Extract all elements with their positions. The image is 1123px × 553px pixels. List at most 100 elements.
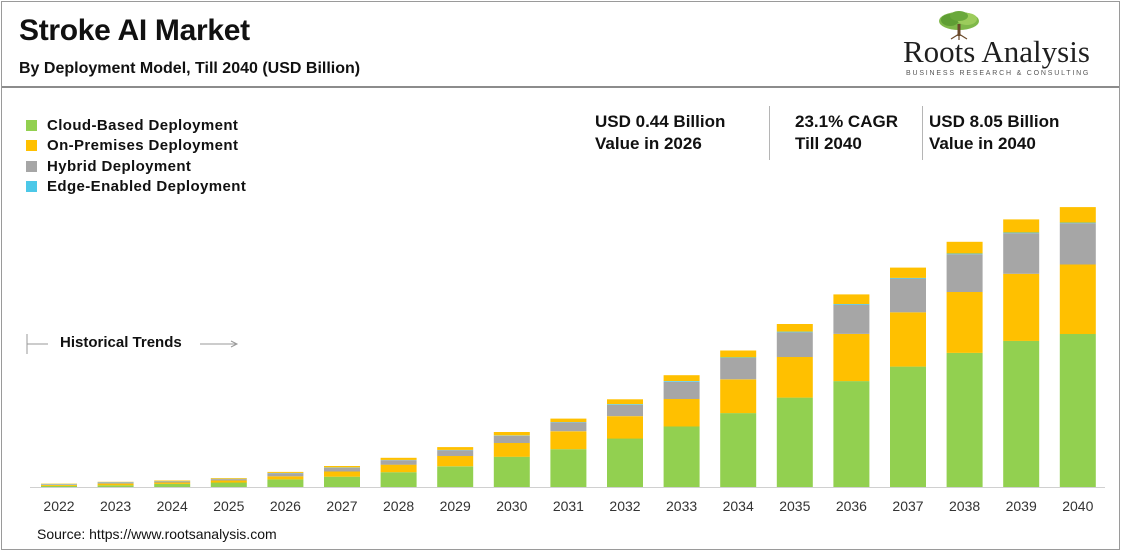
chart-subtitle: By Deployment Model, Till 2040 (USD Bill…: [19, 60, 361, 77]
bar-on-premises-deployment-2022: [41, 484, 77, 486]
stat-divider: [922, 106, 923, 160]
bar-cloud-based-deployment-2032: [607, 438, 643, 487]
legend: Cloud-Based Deployment On-Premises Deplo…: [26, 115, 246, 197]
tree-logo-icon: [939, 11, 979, 40]
historical-trends-label: Historical Trends: [60, 334, 182, 351]
bar-cloud-based-deployment-2026: [267, 479, 304, 487]
bar-hybrid-deployment-2033: [663, 381, 700, 399]
logo-name: Roots Analysis: [903, 34, 1090, 69]
bar-top-segment-2024: [154, 480, 191, 482]
bar-on-premises-deployment-2026: [267, 476, 304, 480]
x-tick-label: 2026: [270, 498, 301, 514]
stat-cagr-caption: Till 2040: [795, 134, 862, 153]
legend-swatch-edge: [26, 181, 37, 193]
source-note: Source: https://www.rootsanalysis.com: [37, 526, 277, 542]
x-tick-label: 2023: [100, 498, 131, 514]
legend-label-hybrid: Hybrid Deployment: [47, 157, 192, 175]
bar-hybrid-deployment-2028: [380, 460, 417, 465]
bar-edge-enabled-deployment-2034: [720, 357, 757, 358]
bar-on-premises-deployment-2039: [1003, 273, 1040, 341]
bar-top-segment-2039: [1003, 219, 1040, 233]
bar-hybrid-deployment-2036: [833, 304, 870, 334]
x-tick-label: 2040: [1062, 498, 1093, 514]
chart-title: Stroke AI Market: [19, 14, 250, 47]
bar-cloud-based-deployment-2022: [41, 486, 77, 487]
x-tick-label: 2033: [666, 498, 697, 514]
legend-item-cloud: Cloud-Based Deployment: [26, 115, 246, 136]
stat-cagr-amount: 23.1% CAGR: [795, 112, 898, 131]
bar-hybrid-deployment-2040: [1059, 223, 1096, 265]
x-tick-label: 2031: [553, 498, 584, 514]
bar-on-premises-deployment-2032: [607, 416, 643, 439]
stat-value-2026-caption: Value in 2026: [595, 134, 702, 153]
bar-on-premises-deployment-2024: [154, 482, 191, 484]
bar-top-segment-2036: [833, 294, 870, 304]
bar-cloud-based-deployment-2039: [1003, 340, 1040, 487]
bar-cloud-based-deployment-2028: [380, 472, 417, 487]
legend-item-onprem: On-Premises Deployment: [26, 136, 246, 157]
bar-on-premises-deployment-2027: [324, 471, 360, 477]
legend-label-cloud: Cloud-Based Deployment: [47, 116, 239, 134]
bar-hybrid-deployment-2035: [776, 332, 813, 357]
x-tick-label: 2030: [496, 498, 527, 514]
bar-on-premises-deployment-2036: [833, 334, 870, 382]
stat-divider: [769, 106, 770, 160]
x-tick-label: 2035: [779, 498, 810, 514]
x-tick-label: 2025: [213, 498, 244, 514]
bar-hybrid-deployment-2026: [267, 473, 304, 477]
logo-tagline: BUSINESS RESEARCH & CONSULTING: [906, 70, 1091, 77]
stat-cagr: 23.1% CAGR Till 2040: [795, 111, 898, 155]
x-tick-label: 2038: [949, 498, 980, 514]
bar-top-segment-2034: [720, 350, 757, 358]
bar-top-segment-2033: [663, 375, 700, 381]
bar-top-segment-2032: [607, 399, 643, 405]
bar-top-segment-2035: [776, 324, 813, 332]
bar-cloud-based-deployment-2036: [833, 381, 870, 487]
bar-cloud-based-deployment-2040: [1059, 334, 1096, 487]
x-tick-label: 2032: [609, 498, 640, 514]
bar-hybrid-deployment-2022: [41, 484, 77, 485]
legend-label-edge: Edge-Enabled Deployment: [47, 178, 247, 196]
stat-value-2026-amount: USD 0.44 Billion: [595, 112, 726, 131]
legend-item-edge: Edge-Enabled Deployment: [26, 177, 246, 198]
bar-on-premises-deployment-2038: [946, 292, 983, 353]
bar-cloud-based-deployment-2025: [210, 482, 247, 487]
bar-edge-enabled-deployment-2035: [776, 331, 813, 333]
bar-on-premises-deployment-2028: [380, 464, 417, 473]
bar-cloud-based-deployment-2023: [97, 485, 134, 487]
bar-edge-enabled-deployment-2040: [1059, 222, 1096, 224]
bar-edge-enabled-deployment-2039: [1003, 232, 1040, 234]
bar-top-segment-2026: [267, 471, 304, 473]
roots-analysis-logo: Roots Analysis BUSINESS RESEARCH & CONSU…: [902, 10, 1107, 82]
bar-hybrid-deployment-2030: [493, 435, 530, 443]
bar-cloud-based-deployment-2038: [946, 352, 983, 487]
bar-edge-enabled-deployment-2032: [607, 404, 643, 405]
bar-on-premises-deployment-2029: [437, 456, 474, 467]
bar-top-segment-2031: [550, 418, 587, 422]
legend-label-onprem: On-Premises Deployment: [47, 137, 239, 155]
bar-on-premises-deployment-2025: [210, 480, 247, 483]
stat-value-2026: USD 0.44 Billion Value in 2026: [595, 111, 725, 155]
bar-edge-enabled-deployment-2033: [663, 381, 700, 382]
x-tick-label: 2022: [43, 498, 74, 514]
stat-value-2040-caption: Value in 2040: [929, 134, 1036, 153]
stat-value-2040: USD 8.05 Billion Value in 2040: [929, 111, 1059, 155]
bar-on-premises-deployment-2033: [663, 399, 700, 427]
bar-top-segment-2038: [946, 241, 983, 254]
stat-value-2040-amount: USD 8.05 Billion: [929, 112, 1060, 131]
bar-edge-enabled-deployment-2037: [890, 277, 926, 279]
x-tick-label: 2034: [723, 498, 754, 514]
bar-cloud-based-deployment-2027: [324, 476, 360, 487]
bar-cloud-based-deployment-2035: [776, 397, 813, 487]
bar-cloud-based-deployment-2033: [663, 426, 700, 487]
bar-top-segment-2025: [210, 478, 247, 479]
bar-hybrid-deployment-2032: [607, 404, 643, 417]
bar-on-premises-deployment-2034: [720, 379, 757, 414]
bar-hybrid-deployment-2038: [946, 254, 983, 292]
bar-cloud-based-deployment-2031: [550, 449, 587, 487]
bar-hybrid-deployment-2031: [550, 422, 587, 432]
x-tick-label: 2037: [892, 498, 923, 514]
chart-header: Stroke AI Market By Deployment Model, Ti…: [2, 2, 1119, 88]
